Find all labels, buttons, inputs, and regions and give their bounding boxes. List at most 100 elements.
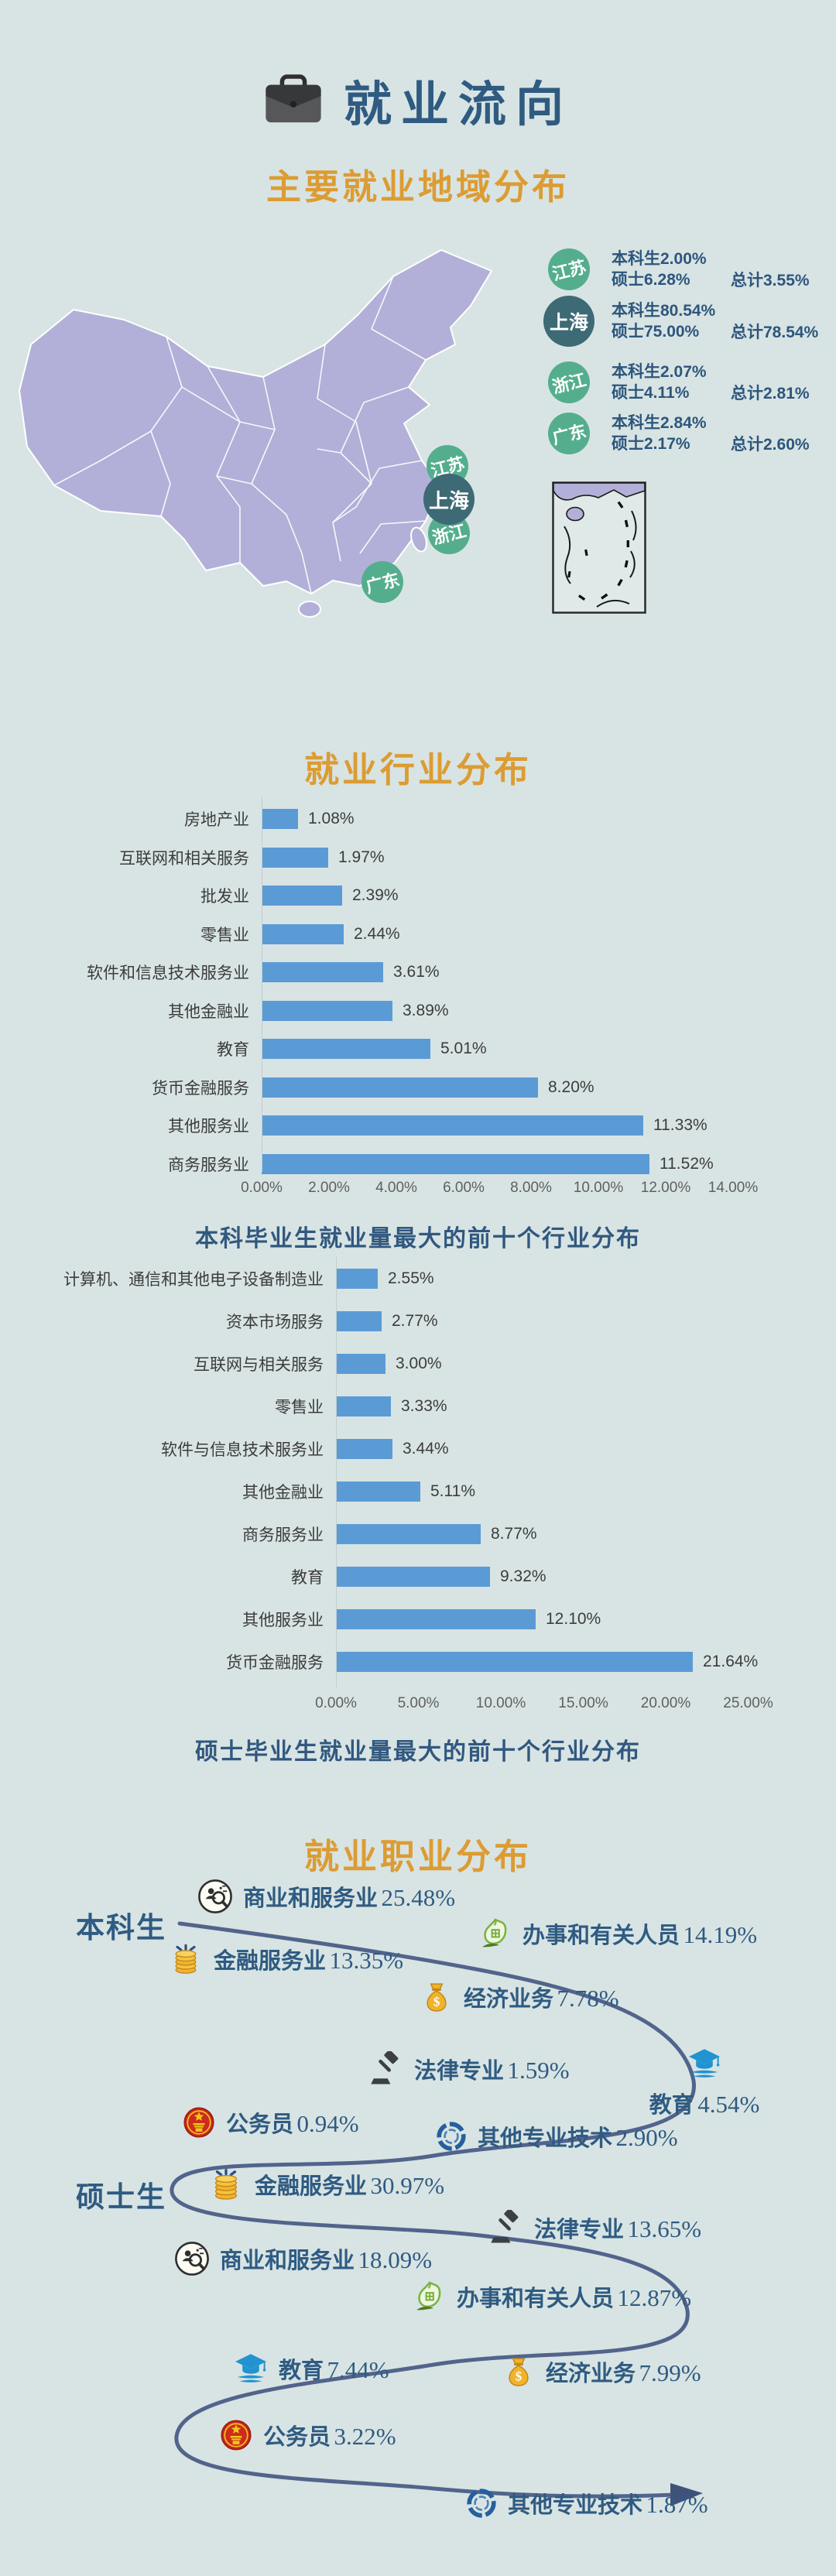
coins-icon xyxy=(207,2165,245,2204)
occupation-text: 金融服务业 13.35% xyxy=(214,1943,403,1975)
chart-bar-row: 零售业 2.44% xyxy=(0,916,400,953)
chart-bar-row: 其他服务业 11.33% xyxy=(0,1107,708,1144)
chart-bar-row: 教育 9.32% xyxy=(0,1558,546,1595)
bar xyxy=(336,1311,382,1331)
chart-bar-row: 互联网与相关服务 3.00% xyxy=(0,1345,442,1382)
occupation-label: 法律专业 xyxy=(414,2059,505,2084)
legend-values: 本科生2.00% 硕士6.28% xyxy=(612,248,707,290)
occupation-label: 金融服务业 xyxy=(255,2174,368,2199)
occupation-text: 经济业务 7.78% xyxy=(464,1981,619,2013)
chart-bar-row: 商务服务业 8.77% xyxy=(0,1516,537,1553)
bar-value-label: 8.77% xyxy=(491,1525,537,1543)
bar xyxy=(262,886,342,906)
axis-tick-label: 14.00% xyxy=(708,1180,759,1196)
bar-value-label: 8.20% xyxy=(548,1077,594,1096)
national-emblem-icon xyxy=(218,2417,254,2453)
bar-category-label: 货币金融服务 xyxy=(152,1079,249,1098)
bar xyxy=(336,1354,385,1374)
legend-undergrad-value: 本科生2.07% xyxy=(612,363,707,381)
chart-bar-row: 零售业 3.33% xyxy=(0,1388,447,1425)
occupation-label: 教育 xyxy=(649,2093,694,2118)
occupation-item: 教育 4.54% xyxy=(631,2045,778,2119)
page-header: 就业流向 xyxy=(0,65,836,135)
occupation-percent: 2.90% xyxy=(615,2124,678,2151)
occupation-text: 商业和服务业 18.09% xyxy=(220,2242,432,2275)
graduation-cap-icon xyxy=(232,2350,269,2387)
legend-region-name: 广东 xyxy=(550,421,588,448)
tech-ring-icon xyxy=(464,2486,499,2520)
legend-undergrad-value: 本科生80.54% xyxy=(612,302,716,320)
occupation-label: 法律专业 xyxy=(534,2218,625,2242)
bar xyxy=(262,1153,649,1174)
occupation-text: 公务员 0.94% xyxy=(226,2106,359,2139)
map-marker-label: 广东 xyxy=(363,570,402,597)
occupation-percent: 1.87% xyxy=(646,2491,708,2518)
occupation-text: 商业和服务业 25.48% xyxy=(243,1880,455,1913)
legend-values: 本科生80.54% 硕士75.00% xyxy=(612,300,715,342)
bar-category-label: 零售业 xyxy=(275,1399,324,1416)
occupation-percent: 1.59% xyxy=(507,2057,570,2084)
occupation-item: 办事和有关人员 12.87% xyxy=(412,2279,691,2314)
bar xyxy=(262,1000,392,1021)
occupation-label: 公务员 xyxy=(263,2425,331,2450)
legend-master-value: 硕士6.28% xyxy=(612,271,690,289)
occupation-label: 金融服务业 xyxy=(214,1949,327,1974)
chart-bar-row: 批发业 2.39% xyxy=(0,877,399,914)
occupation-label: 其他专业技术 xyxy=(508,2493,643,2518)
bar-value-label: 1.97% xyxy=(338,848,385,866)
bar-category-label: 教育 xyxy=(217,1041,249,1059)
axis-tick-label: 10.00% xyxy=(475,1695,526,1711)
bar-category-label: 其他服务业 xyxy=(168,1118,249,1136)
bar-value-label: 2.55% xyxy=(388,1269,434,1287)
occupation-percent: 14.19% xyxy=(683,1921,758,1948)
bar-category-label: 其他金融业 xyxy=(242,1484,324,1502)
occupation-item: 教育 7.44% xyxy=(232,2350,389,2387)
bar-value-label: 3.33% xyxy=(401,1397,447,1415)
bar-value-label: 3.61% xyxy=(393,963,440,981)
occupation-text: 金融服务业 30.97% xyxy=(255,2168,444,2201)
legend-total-value: 总计2.60% xyxy=(731,436,810,454)
axis-tick-label: 10.00% xyxy=(573,1180,624,1196)
clerk-leaf-icon xyxy=(412,2279,447,2314)
axis-tick-label: 0.00% xyxy=(315,1695,357,1711)
bar-category-label: 计算机、通信和其他电子设备制造业 xyxy=(63,1271,324,1289)
clerk-leaf-icon xyxy=(478,1916,513,1951)
chart-bar-row: 货币金融服务 21.64% xyxy=(0,1643,758,1680)
occupation-text: 办事和有关人员 12.87% xyxy=(457,2280,691,2313)
occupation-percent: 30.97% xyxy=(370,2172,445,2199)
legend-values: 本科生2.07% 硕士4.11% xyxy=(612,361,707,403)
occupation-item: 其他专业技术 2.90% xyxy=(434,2119,678,2153)
bar-category-label: 互联网和相关服务 xyxy=(119,849,249,868)
legend-region-name: 浙江 xyxy=(550,370,588,397)
legend-total-value: 总计3.55% xyxy=(731,272,810,289)
bar-category-label: 商务服务业 xyxy=(168,1156,249,1174)
bar-category-label: 教育 xyxy=(291,1569,324,1587)
legend-region-circle: 浙江 xyxy=(548,361,590,403)
occupation-item: 法律专业 1.59% xyxy=(369,2051,570,2087)
legend-master-value: 硕士2.17% xyxy=(612,435,690,453)
occupation-text: 法律专业 1.59% xyxy=(414,2053,570,2085)
briefcase-icon xyxy=(263,74,324,126)
occupation-text: 教育 4.54% xyxy=(649,2087,760,2119)
legend-master-value: 硕士75.00% xyxy=(612,323,700,341)
occupation-label: 教育 xyxy=(279,2358,324,2383)
legend-undergrad-value: 本科生2.84% xyxy=(612,414,707,432)
bar-category-label: 其他金融业 xyxy=(168,1002,249,1021)
chart-bar-row: 软件与信息技术服务业 3.44% xyxy=(0,1430,449,1468)
national-emblem-icon xyxy=(181,2105,217,2140)
occupation-percent: 12.87% xyxy=(617,2284,692,2311)
occupation-item: 经济业务 7.78% xyxy=(419,1979,619,2015)
chart-bar-row: 计算机、通信和其他电子设备制造业 2.55% xyxy=(0,1260,434,1297)
occupation-item: 商业和服务业 25.48% xyxy=(197,1878,455,1915)
occupation-item: 金融服务业 13.35% xyxy=(167,1941,403,1978)
commerce-search-icon xyxy=(197,1878,234,1915)
bar xyxy=(262,847,328,868)
axis-tick-label: 12.00% xyxy=(640,1180,691,1196)
occupation-item: 商业和服务业 18.09% xyxy=(173,2240,432,2277)
bar-value-label: 11.52% xyxy=(660,1154,714,1173)
gavel-icon xyxy=(489,2210,525,2245)
bar xyxy=(336,1439,392,1459)
bar xyxy=(336,1652,693,1672)
occupation-percent: 13.35% xyxy=(329,1947,404,1974)
